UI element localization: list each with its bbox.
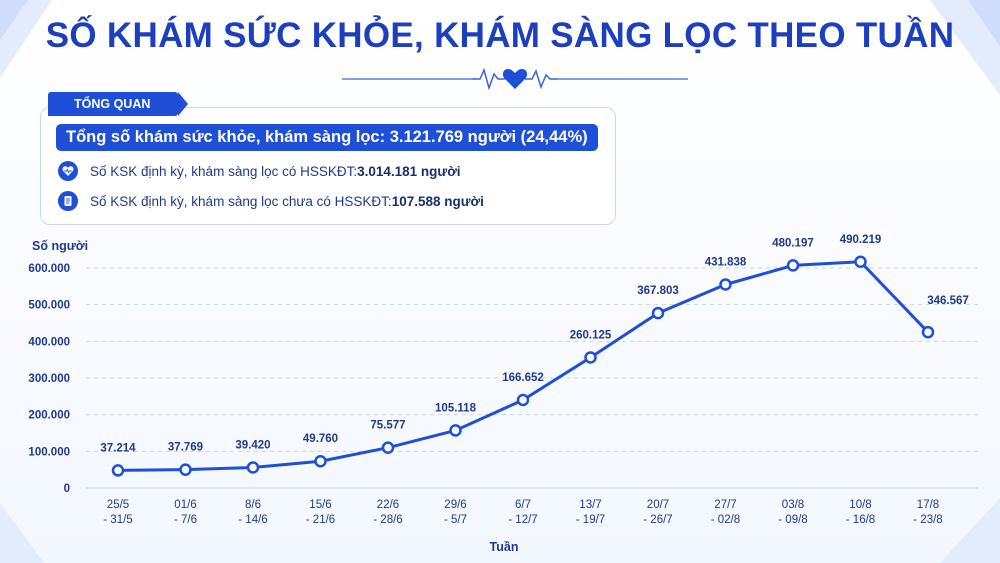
x-tick-label: 13/7- 19/7 <box>576 499 605 526</box>
data-label: 39.420 <box>235 439 270 451</box>
overview-item-with-record: Số KSK định kỳ, khám sàng lọc có HSSKĐT:… <box>58 161 461 181</box>
heartbeat-divider <box>342 67 688 91</box>
x-tick-label: 6/7- 12/7 <box>508 499 537 526</box>
data-point <box>179 463 192 476</box>
data-point <box>786 259 800 272</box>
overview-item-text: Số KSK định kỳ, khám sàng lọc chưa có HS… <box>90 193 392 209</box>
y-tick-label: 300.000 <box>28 373 70 385</box>
x-tick-label: 27/7- 02/8 <box>711 499 740 526</box>
overview-item-text: Số KSK định kỳ, khám sàng lọc có HSSKĐT: <box>90 163 358 179</box>
x-tick-label: 29/6- 5/7 <box>444 499 467 526</box>
data-point <box>449 424 462 437</box>
data-label: 75.577 <box>370 420 405 432</box>
data-label: 49.760 <box>303 433 338 445</box>
data-point <box>381 441 395 454</box>
data-point <box>516 393 530 407</box>
y-tick-label: 0 <box>64 483 70 495</box>
data-label: 346.567 <box>927 295 969 307</box>
data-label: 105.118 <box>435 402 477 414</box>
data-label: 37.214 <box>100 442 136 454</box>
x-tick-label: 03/8- 09/8 <box>778 499 807 526</box>
y-axis-label: Số người <box>32 239 88 253</box>
y-tick-label: 100.000 <box>28 446 70 458</box>
data-point <box>854 255 867 269</box>
overview-item-without-record: Số KSK định kỳ, khám sàng lọc chưa có HS… <box>58 191 484 211</box>
x-tick-label: 01/6- 7/6 <box>174 499 197 526</box>
x-axis-label: Tuần <box>490 540 519 554</box>
x-tick-label: 22/6- 28/6 <box>373 499 402 526</box>
top-left-decoration <box>0 0 52 78</box>
data-label: 480.197 <box>772 237 814 249</box>
x-tick-label: 15/6- 21/6 <box>306 499 335 526</box>
bottom-right-decoration <box>940 498 1000 563</box>
top-right-decoration <box>930 0 1000 95</box>
data-point <box>921 325 935 339</box>
document-icon <box>58 191 78 211</box>
heart-monitor-icon <box>58 161 78 181</box>
x-tick-label: 25/5- 31/5 <box>103 499 132 526</box>
x-tick-label: 8/6- 14/6 <box>238 499 267 526</box>
heart-icon <box>502 69 528 89</box>
bottom-left-decoration <box>0 503 44 563</box>
y-tick-label: 600.000 <box>28 263 70 275</box>
overview-summary: Tổng số khám sức khỏe, khám sàng lọc: 3.… <box>56 124 598 151</box>
data-label: 166.652 <box>502 372 544 384</box>
data-point <box>111 464 125 477</box>
data-point <box>314 454 327 468</box>
y-tick-label: 400.000 <box>28 336 70 348</box>
data-label: 37.769 <box>168 442 203 454</box>
x-tick-label: 20/7- 26/7 <box>643 499 672 526</box>
data-label: 260.125 <box>570 329 612 341</box>
x-tick-label: 10/8- 16/8 <box>846 499 875 526</box>
data-point <box>246 461 260 474</box>
data-point <box>719 278 732 291</box>
y-tick-label: 500.000 <box>28 300 70 312</box>
data-label: 490.219 <box>840 234 882 246</box>
overview-item-value: 107.588 người <box>391 193 484 209</box>
page-title: SỐ KHÁM SỨC KHỎE, KHÁM SÀNG LỌC THEO TUẦ… <box>45 16 955 55</box>
overview-item-value: 3.014.181 người <box>357 163 461 179</box>
x-tick-label: 17/8- 23/8 <box>913 499 942 526</box>
data-label: 431.838 <box>705 257 747 269</box>
overview-tag: TỔNG QUAN <box>48 92 189 116</box>
data-label: 367.803 <box>637 285 679 297</box>
y-tick-label: 200.000 <box>28 410 70 422</box>
data-point <box>584 351 597 364</box>
data-point <box>651 306 665 320</box>
